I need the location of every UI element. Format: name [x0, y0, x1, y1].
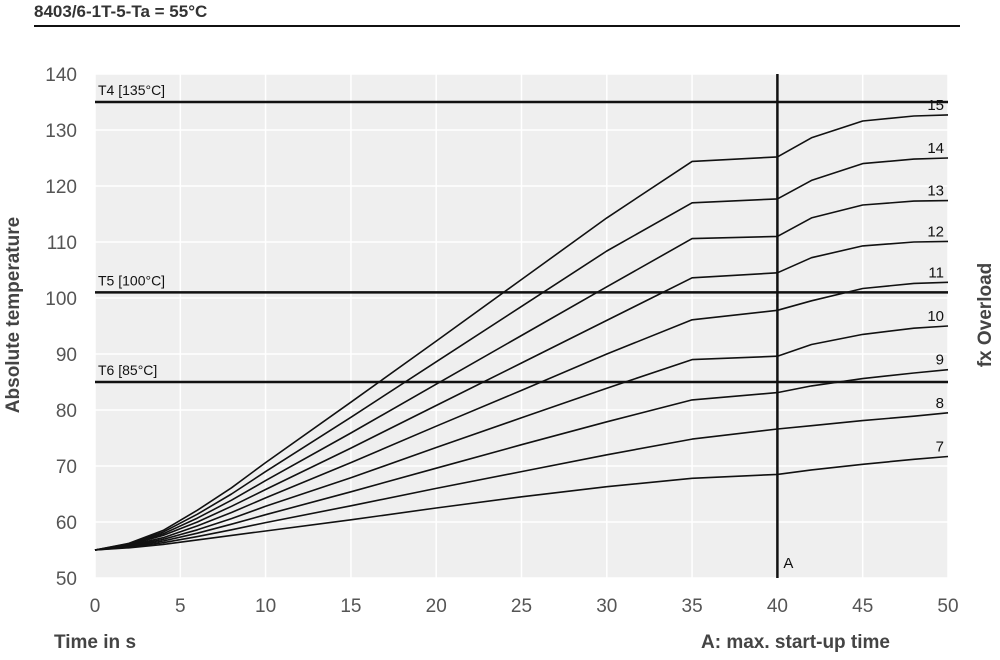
limit-label-0: T4 [135°C] — [98, 82, 165, 98]
x-tick-label: 30 — [596, 596, 617, 617]
y-tick-label: 140 — [45, 65, 77, 86]
series-label-15: 15 — [927, 97, 944, 114]
y-tick-label: 130 — [45, 121, 77, 142]
x-tick-label: 10 — [255, 596, 276, 617]
y-tick-label: 70 — [56, 457, 77, 478]
series-label-10: 10 — [927, 308, 944, 325]
series-line-15 — [94, 114, 949, 551]
x-tick-label: 45 — [852, 596, 873, 617]
series-label-8: 8 — [936, 395, 944, 412]
series-label-7: 7 — [936, 438, 944, 455]
y-tick-label: 50 — [56, 569, 77, 590]
title-underline — [34, 25, 960, 27]
x-tick-label: 35 — [682, 596, 703, 617]
x-tick-label: 25 — [511, 596, 532, 617]
x-tick-label: 20 — [426, 596, 447, 617]
series-label-12: 12 — [927, 223, 944, 240]
y-tick-label: 100 — [45, 289, 77, 310]
x-axis-label: Time in s — [54, 632, 137, 653]
x-tick-label: 15 — [340, 596, 361, 617]
series-label-14: 14 — [927, 140, 944, 157]
x-tick-label: 0 — [90, 596, 101, 617]
series-line-12 — [94, 240, 949, 551]
x-tick-label: 50 — [937, 596, 958, 617]
series-line-10 — [94, 325, 949, 551]
series-line-8 — [94, 412, 949, 551]
marker-note: A: max. start-up time — [701, 632, 890, 653]
marker-label-a: A — [783, 555, 793, 572]
y-tick-label: 80 — [56, 401, 77, 422]
series-line-11 — [94, 281, 949, 551]
y-tick-label: 60 — [56, 513, 77, 534]
series-line-7 — [94, 455, 949, 551]
y-tick-label: 110 — [47, 233, 77, 254]
limit-label-1: T5 [100°C] — [98, 272, 165, 288]
chart-title: 8403/6-1T-5-Ta = 55°C — [34, 2, 208, 21]
series-line-14 — [94, 157, 949, 551]
y-tick-label: 90 — [56, 345, 77, 366]
series-label-13: 13 — [927, 183, 944, 200]
x-tick-label: 40 — [767, 596, 788, 617]
series-label-11: 11 — [928, 264, 944, 281]
series-line-13 — [94, 199, 949, 551]
limit-label-2: T6 [85°C] — [98, 362, 157, 378]
series-label-9: 9 — [936, 352, 944, 369]
x-tick-label: 5 — [175, 596, 186, 617]
y-tick-label: 120 — [45, 177, 77, 198]
